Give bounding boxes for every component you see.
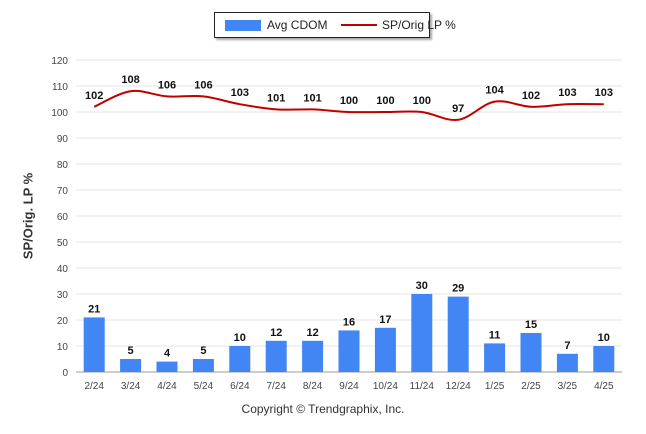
bar-value-label: 4 xyxy=(164,348,171,360)
bar-value-label: 10 xyxy=(234,332,246,344)
bar-value-label: 12 xyxy=(306,327,318,339)
bar xyxy=(593,346,615,372)
y-tick-label: 30 xyxy=(57,290,69,301)
bar-value-label: 12 xyxy=(270,327,282,339)
x-tick-label: 1/25 xyxy=(485,381,505,392)
bar xyxy=(120,359,142,372)
bar xyxy=(447,296,469,372)
series-line-sp-orig-lp xyxy=(93,89,604,122)
bar-value-label: 21 xyxy=(88,303,100,315)
x-tick-label: 2/25 xyxy=(521,381,541,392)
line-value-label: 100 xyxy=(340,95,358,107)
x-tick-label: 8/24 xyxy=(303,381,323,392)
bar-value-label: 5 xyxy=(128,345,134,357)
legend-line-label: SP/Orig LP % xyxy=(382,18,456,32)
x-tick-label: 4/25 xyxy=(594,381,614,392)
x-tick-label: 3/25 xyxy=(558,381,578,392)
bar xyxy=(556,353,578,372)
bar xyxy=(192,359,214,372)
line-value-label: 102 xyxy=(522,90,540,102)
bar xyxy=(302,340,324,372)
bar xyxy=(484,343,506,372)
x-tick-label: 9/24 xyxy=(339,381,359,392)
y-tick-label: 0 xyxy=(62,368,68,379)
x-tick-label: 5/24 xyxy=(194,381,214,392)
line-value-label: 101 xyxy=(303,92,321,104)
line-value-label: 103 xyxy=(558,87,576,99)
bar xyxy=(338,330,360,372)
line-value-label: 103 xyxy=(595,87,613,99)
y-tick-label: 60 xyxy=(57,212,69,223)
y-tick-label: 40 xyxy=(57,264,69,275)
line-value-label: 97 xyxy=(452,103,464,115)
legend-bar-label: Avg CDOM xyxy=(267,18,328,32)
line-value-label: 101 xyxy=(267,92,285,104)
bar xyxy=(83,317,105,372)
line-value-label: 104 xyxy=(485,85,504,97)
y-tick-label: 100 xyxy=(51,108,68,119)
bar xyxy=(411,294,433,372)
y-tick-label: 90 xyxy=(57,134,69,145)
bar-value-label: 30 xyxy=(416,280,428,292)
x-tick-label: 6/24 xyxy=(230,381,250,392)
bar xyxy=(156,361,178,372)
copyright-text: Copyright © Trendgraphix, Inc. xyxy=(241,402,405,416)
y-tick-label: 110 xyxy=(52,82,68,93)
y-tick-label: 120 xyxy=(51,56,68,67)
y-tick-label: 50 xyxy=(57,238,69,249)
bar-value-label: 11 xyxy=(489,329,501,341)
line-value-label: 102 xyxy=(85,90,103,102)
line-value-label: 108 xyxy=(121,74,139,86)
bar xyxy=(265,340,287,372)
legend-bar-swatch xyxy=(225,20,261,31)
line-value-label: 100 xyxy=(413,95,431,107)
y-tick-label: 70 xyxy=(57,186,69,197)
legend: Avg CDOM SP/Orig LP % xyxy=(214,12,456,38)
bar-value-label: 10 xyxy=(598,332,610,344)
x-tick-label: 12/24 xyxy=(446,381,471,392)
line-value-label: 103 xyxy=(231,87,249,99)
x-tick-label: 11/24 xyxy=(410,381,435,392)
bar-value-label: 5 xyxy=(200,345,206,357)
x-tick-label: 4/24 xyxy=(157,381,177,392)
x-tick-label: 10/24 xyxy=(373,381,398,392)
bar xyxy=(229,346,251,372)
legend-line-swatch xyxy=(341,24,377,26)
y-tick-label: 20 xyxy=(57,316,69,327)
bar xyxy=(374,327,396,372)
y-tick-label: 80 xyxy=(57,160,69,171)
x-tick-label: 2/24 xyxy=(84,381,104,392)
y-tick-label: 10 xyxy=(57,342,69,353)
bar-value-label: 7 xyxy=(564,340,570,352)
line-value-label: 106 xyxy=(158,79,176,91)
bar-value-label: 16 xyxy=(343,316,355,328)
x-tick-label: 3/24 xyxy=(121,381,141,392)
bar-value-label: 17 xyxy=(379,314,391,326)
line-value-label: 100 xyxy=(376,95,394,107)
x-tick-label: 7/24 xyxy=(266,381,286,392)
bar-value-label: 15 xyxy=(525,319,537,331)
line-value-label: 106 xyxy=(194,79,212,91)
bar-value-label: 29 xyxy=(452,283,464,295)
bar xyxy=(520,333,542,372)
